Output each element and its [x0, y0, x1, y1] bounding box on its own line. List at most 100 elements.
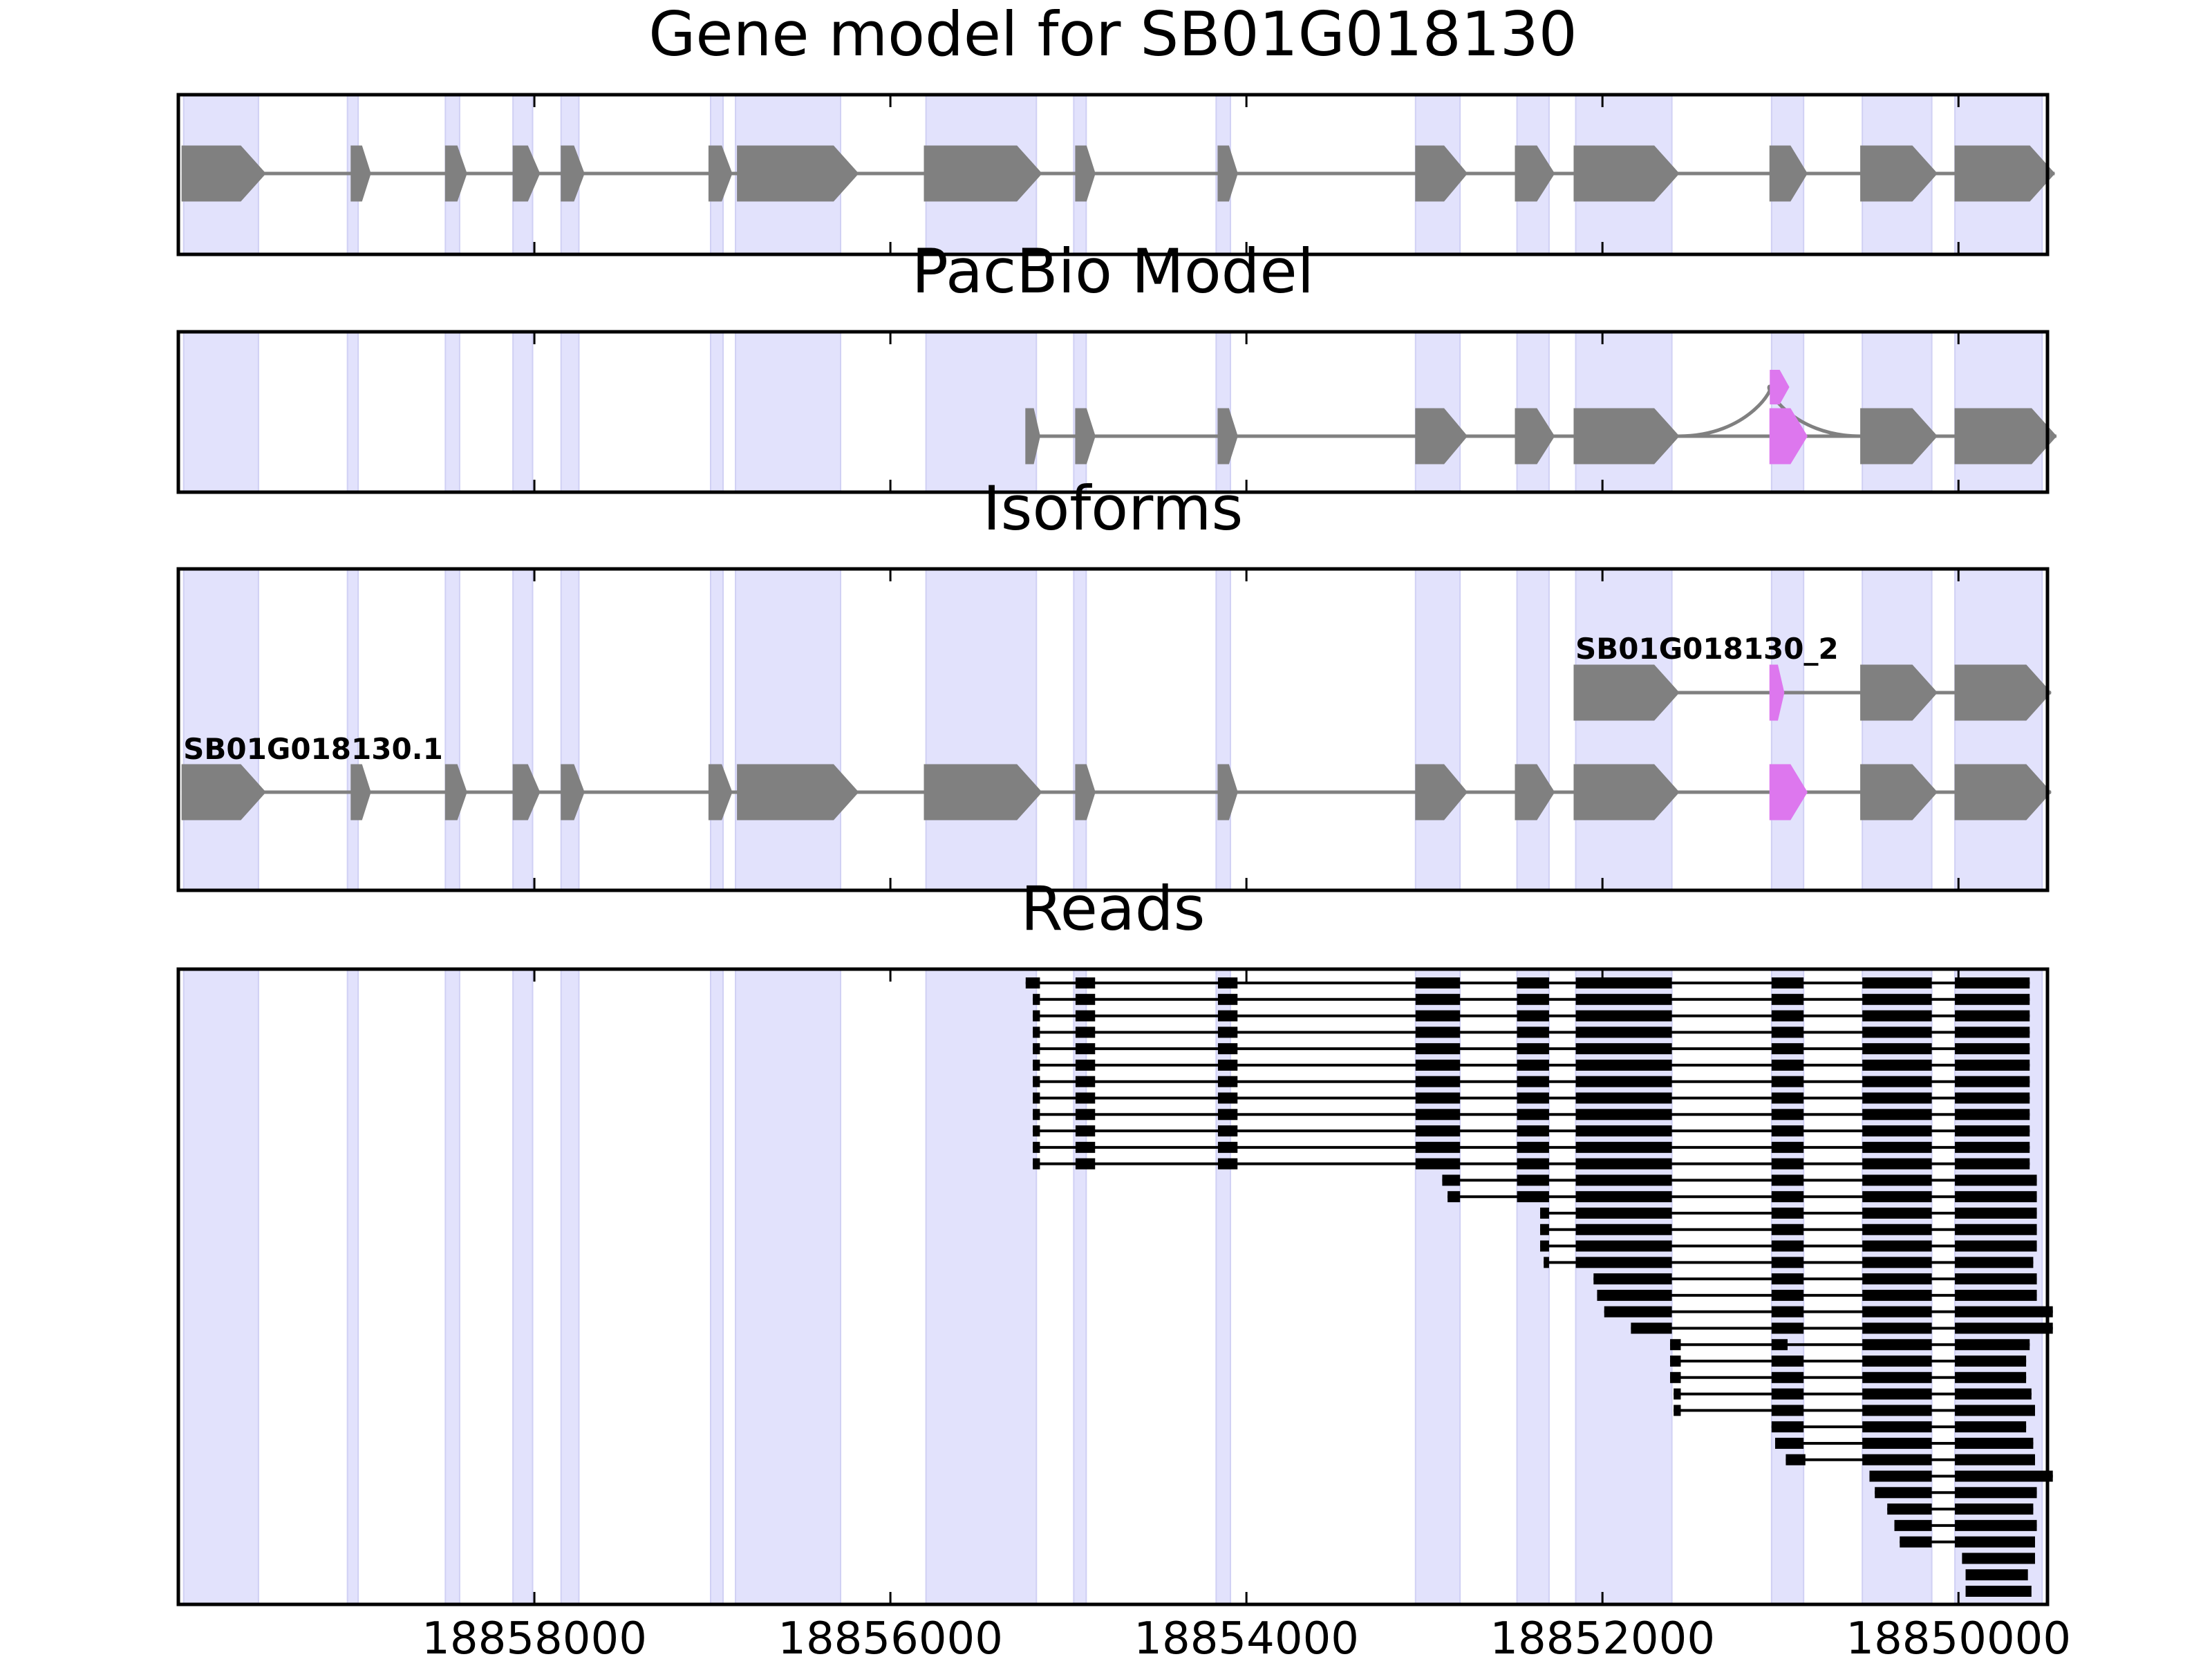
exon: [1217, 408, 1238, 465]
exon: [561, 145, 585, 202]
read-block: [1955, 1306, 2053, 1318]
read-block: [1540, 1224, 1549, 1235]
panel-pacbio-model: PacBio Model: [176, 236, 2057, 494]
read-block: [1955, 1322, 2053, 1334]
read-block: [1862, 1273, 1932, 1285]
read-block: [1887, 1503, 1932, 1515]
read-block: [1862, 1454, 1932, 1465]
read-block: [1771, 1076, 1804, 1087]
read-block: [1575, 1207, 1672, 1219]
read-block: [1415, 1125, 1461, 1137]
read: [1771, 1421, 2027, 1433]
read-block: [1774, 1437, 1804, 1449]
read-block: [1442, 1174, 1461, 1186]
read-block: [1771, 1141, 1804, 1153]
read-block: [1517, 977, 1549, 988]
read-block: [1517, 1027, 1549, 1038]
isoform-label: SB01G018130.1: [183, 732, 443, 766]
read-block: [1955, 1437, 2034, 1449]
exon-band: [709, 331, 724, 493]
read-block: [1517, 1125, 1549, 1137]
read-block: [1033, 993, 1040, 1005]
exon-band: [1575, 968, 1673, 1605]
alt-exon-arc: [1770, 370, 1790, 404]
read-block: [1025, 977, 1040, 988]
read-block: [1862, 1257, 1932, 1268]
read-block: [1540, 1207, 1549, 1219]
read: [1033, 1158, 2030, 1170]
read: [1631, 1322, 2053, 1334]
isoform-label: SB01G018130_2: [1575, 632, 1839, 666]
read: [1962, 1553, 2035, 1564]
read-block: [1862, 1027, 1932, 1038]
transcript-track: SB01G018130.1: [181, 732, 2052, 821]
read-block: [1771, 1158, 1804, 1170]
read-block: [1869, 1470, 1932, 1482]
read-block: [1217, 1043, 1238, 1055]
exon-band: [346, 331, 359, 493]
read-block: [1862, 1322, 1932, 1334]
exon: [708, 764, 733, 821]
read-block: [1517, 1158, 1549, 1170]
read-block: [1894, 1519, 1932, 1531]
read: [1774, 1437, 2034, 1449]
read-block: [1517, 1059, 1549, 1071]
read: [1033, 1092, 2030, 1104]
read-block: [1862, 1437, 1932, 1449]
exon: [1954, 408, 2057, 465]
read-block: [1955, 1503, 2034, 1515]
exon: [181, 145, 266, 202]
read: [1025, 977, 2030, 988]
read-block: [1415, 1010, 1461, 1022]
exon-band: [444, 331, 460, 493]
exon-band: [1215, 568, 1231, 891]
exon: [1573, 664, 1680, 721]
read-block: [1955, 1240, 2037, 1252]
read-block: [1771, 1257, 1804, 1268]
read-block: [1075, 1109, 1096, 1121]
read-block: [1771, 1027, 1804, 1038]
panel-gene-model: Gene model for SB01G018130: [176, 0, 2055, 256]
exon-band: [1516, 568, 1550, 891]
read-block: [1575, 1224, 1672, 1235]
read-block: [1517, 1010, 1549, 1022]
read-block: [1415, 1076, 1461, 1087]
read-block: [1962, 1553, 2035, 1564]
transcript-track: [1025, 370, 2057, 465]
read-block: [1075, 1059, 1096, 1071]
exon: [512, 145, 541, 202]
read-block: [1075, 1158, 1096, 1170]
read-block: [1575, 1141, 1672, 1153]
read-block: [1771, 1109, 1804, 1121]
read: [1593, 1273, 2037, 1285]
alt-exon: [1769, 764, 1808, 821]
read-block: [1575, 1240, 1672, 1252]
read-block: [1674, 1405, 1681, 1416]
read-block: [1033, 1059, 1040, 1071]
read-block: [1955, 1191, 2037, 1203]
read-block: [1771, 1289, 1804, 1301]
read-block: [1217, 1141, 1238, 1153]
read-block: [1075, 1076, 1096, 1087]
read-block: [1955, 1289, 2037, 1301]
read-block: [1517, 1109, 1549, 1121]
x-tick-label: 18856000: [778, 1613, 1003, 1659]
exon: [350, 764, 371, 821]
exon-band: [444, 568, 460, 891]
read-block: [1415, 1092, 1461, 1104]
read-block: [1862, 1158, 1932, 1170]
read-block: [1955, 1388, 2032, 1400]
exon-band: [560, 968, 580, 1605]
read-block: [1955, 1371, 2027, 1383]
exon-band: [1770, 968, 1805, 1605]
read-block: [1575, 1043, 1672, 1055]
transcript-track: SB01G018130_2: [1573, 632, 2052, 721]
read-block: [1771, 1371, 1804, 1383]
exon-band: [346, 568, 359, 891]
read-block: [1033, 1109, 1040, 1121]
read-block: [1033, 1092, 1040, 1104]
panel-frame: [176, 967, 2050, 1606]
read-block: [1862, 1224, 1932, 1235]
read-block: [1965, 1586, 2032, 1597]
read-block: [1593, 1273, 1672, 1285]
